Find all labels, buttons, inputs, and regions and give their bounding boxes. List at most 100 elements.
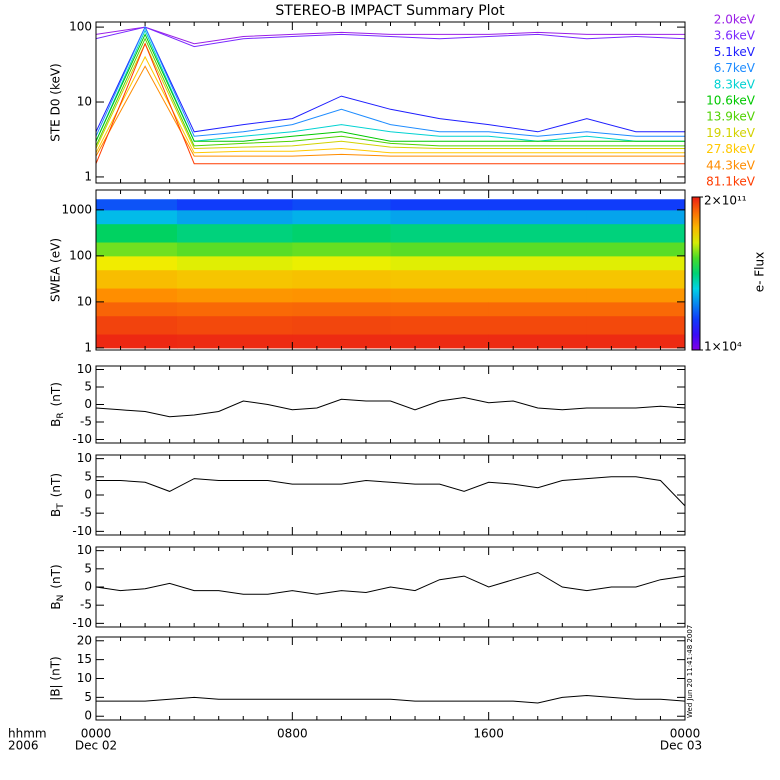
data-line — [96, 26, 685, 45]
y-label-subscript: N — [56, 595, 66, 602]
legend-entry: 5.1keV — [714, 45, 756, 59]
y-axis-label: STE D0 (keV) — [49, 63, 63, 142]
data-line — [96, 25, 685, 133]
end-date: Dec 03 — [660, 739, 702, 753]
plot-area — [96, 571, 685, 595]
legend-entry: 3.6keV — [714, 29, 756, 43]
heat-cell — [488, 315, 588, 335]
panel: -10 -5 0 5 10 BT (nT) — [49, 451, 686, 538]
x-tick-label: 0000 — [81, 727, 112, 741]
y-label-unit: (nT) — [49, 564, 63, 588]
panel: 0 5 10 15 20 |B| (nT) 0000 0800 1600 0000 — [49, 633, 701, 740]
colorbar-tick-label: 2×10¹¹ — [704, 194, 747, 208]
heat-cell — [586, 199, 685, 211]
panel-frame — [95, 636, 686, 721]
panel-frame — [95, 21, 686, 184]
y-label-subscript: T — [56, 503, 66, 510]
heat-cell — [586, 315, 685, 335]
heat-cell — [96, 334, 178, 349]
plot-area — [96, 476, 685, 507]
y-tick-label: 1 — [84, 169, 92, 183]
data-line — [96, 694, 685, 704]
heat-cell — [292, 199, 391, 211]
heat-cell — [586, 209, 685, 225]
panel: 2.0keV 3.6keV 5.1keV 6.7keV 8.3keV 10.6keV 13.… — [49, 13, 756, 189]
heat-cell — [292, 301, 391, 317]
y-tick-label: -5 — [80, 506, 92, 520]
heat-cell — [292, 255, 391, 271]
panel: 1×10⁴ 2×10¹¹ e- Flux 1 10 100 1000 SWEA (eV) — [49, 189, 767, 354]
panel: -10 -5 0 5 10 BN (nT) — [49, 543, 686, 630]
y-tick-label: -10 — [72, 524, 92, 538]
heat-cell — [488, 223, 588, 243]
heat-cell — [292, 334, 391, 349]
legend-entry: 2.0keV — [714, 13, 756, 27]
legend-entry: 44.3keV — [706, 158, 756, 172]
panel-frame — [95, 454, 686, 536]
legend-entry: 10.6keV — [706, 94, 756, 108]
y-axis-label: BR (nT) — [49, 382, 66, 427]
data-line — [96, 65, 685, 157]
y-tick-label: -5 — [80, 415, 92, 429]
y-axis-label: |B| (nT) — [49, 656, 63, 700]
legend-entry: 19.1keV — [706, 126, 756, 140]
y-tick-label: 10 — [77, 294, 92, 308]
y-tick-label: 0 — [84, 709, 92, 723]
data-line — [96, 55, 685, 154]
y-label-symbol: B — [49, 601, 63, 609]
y-tick-label: -10 — [72, 616, 92, 630]
heat-cell — [390, 223, 490, 243]
heat-cell — [488, 301, 588, 317]
heat-cell — [390, 199, 490, 211]
heat-cell — [390, 315, 490, 335]
heat-cell — [586, 288, 685, 303]
heat-cell — [176, 288, 293, 303]
heat-cell — [292, 209, 391, 225]
heat-cell — [488, 242, 588, 257]
legend-entry: 6.7keV — [714, 61, 756, 75]
heat-cell — [292, 223, 391, 243]
heat-cell — [96, 223, 178, 243]
y-tick-label: 0 — [84, 397, 92, 411]
heat-cell — [488, 269, 588, 289]
timestamp: Wed Jun 20 11:41:48 2007 — [686, 625, 694, 718]
heat-cell — [96, 255, 178, 271]
heat-cell — [96, 301, 178, 317]
y-axis-label: BT (nT) — [49, 473, 66, 517]
heat-cell — [176, 334, 293, 349]
heat-cell — [586, 334, 685, 349]
start-date: Dec 02 — [75, 739, 117, 753]
data-line — [96, 396, 685, 418]
y-tick-label: 10 — [77, 362, 92, 376]
y-label-symbol: B — [49, 419, 63, 427]
heat-cell — [586, 242, 685, 257]
heat-cell — [488, 199, 588, 211]
legend-entry: 81.1keV — [706, 175, 756, 189]
data-line — [96, 42, 685, 150]
heat-cell — [96, 209, 178, 225]
heat-cell — [292, 242, 391, 257]
heat-cell — [488, 288, 588, 303]
y-tick-label: 10 — [77, 671, 92, 685]
heat-cell — [586, 255, 685, 271]
heat-cell — [176, 301, 293, 317]
data-line — [96, 25, 685, 137]
legend-entry: 8.3keV — [714, 77, 756, 91]
time-unit-label: hhmm — [8, 727, 47, 741]
year-label: 2006 — [8, 739, 39, 753]
heat-cell — [96, 242, 178, 257]
y-label-symbol: B — [49, 509, 63, 517]
heat-cell — [96, 269, 178, 289]
plot-area — [96, 694, 685, 704]
plot-area — [96, 396, 685, 418]
y-tick-label: 5 — [84, 690, 92, 704]
colorbar — [691, 196, 701, 351]
heat-cell — [176, 209, 293, 225]
panel: -10 -5 0 5 10 BR (nT) — [49, 362, 686, 446]
heat-cell — [488, 334, 588, 349]
legend-entry: 13.9keV — [706, 110, 756, 124]
y-tick-label: 5 — [84, 380, 92, 394]
heat-cell — [390, 242, 490, 257]
plot-area — [96, 199, 685, 349]
